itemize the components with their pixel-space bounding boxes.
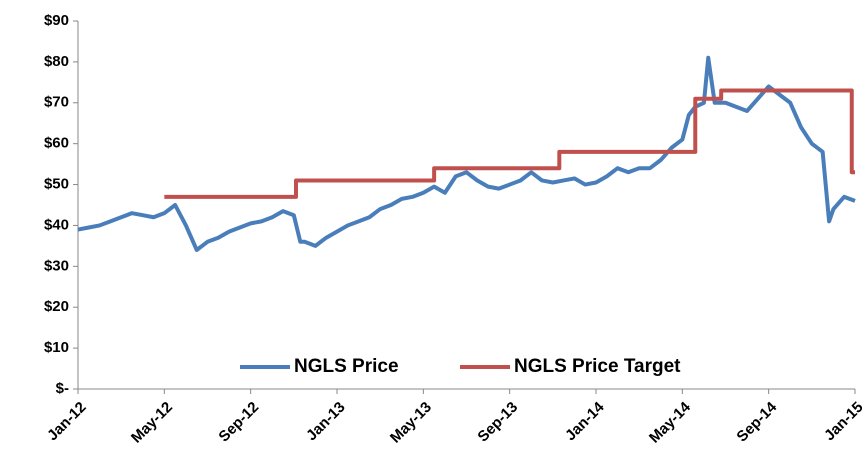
x-tick-label: May-13 [387, 399, 435, 447]
x-tick-label: Jan-13 [303, 399, 349, 445]
x-tick-label: Sep-13 [474, 399, 521, 446]
y-tick-label: $40 [44, 216, 69, 233]
x-tick-label: Jan-14 [562, 398, 608, 444]
y-tick-label: $70 [44, 94, 69, 111]
legend-label: NGLS Price [294, 356, 399, 377]
x-tick-label: Jan-12 [44, 399, 90, 445]
series-line [77, 55, 856, 252]
series-line [164, 88, 855, 199]
y-tick-label: $30 [44, 257, 69, 274]
x-tick-label: Jan-15 [821, 399, 862, 445]
legend-label: NGLS Price Target [514, 356, 681, 377]
y-tick-label: $90 [44, 12, 69, 29]
x-tick-label: Sep-12 [215, 399, 262, 446]
y-tick-label: $10 [44, 339, 69, 356]
y-tick-label: $50 [44, 176, 69, 193]
y-tick-label: $- [56, 380, 69, 397]
y-tick-label: $60 [44, 135, 69, 152]
x-tick-label: Sep-14 [733, 398, 780, 445]
x-tick-label: May-12 [128, 399, 176, 447]
x-tick-label: May-14 [646, 398, 694, 446]
y-tick-label: $80 [44, 53, 69, 70]
y-tick-label: $20 [44, 298, 69, 315]
